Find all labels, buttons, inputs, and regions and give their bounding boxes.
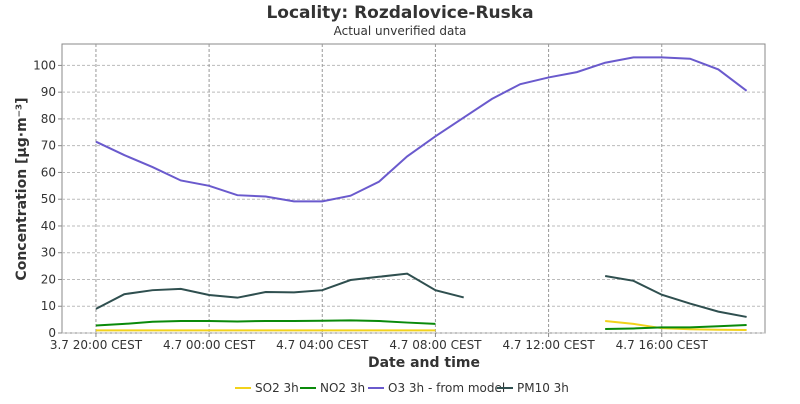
y-tick-label: 50: [41, 192, 56, 206]
y-tick-label: 70: [41, 139, 56, 153]
y-tick-label: 80: [41, 112, 56, 126]
y-tick-label: 20: [41, 272, 56, 286]
x-tick-label: 4.7 00:00 CEST: [163, 338, 256, 352]
line-series: [95, 319, 747, 330]
x-tick-label: 3.7 20:00 CEST: [50, 338, 143, 352]
x-tick-label: 4.7 04:00 CEST: [276, 338, 369, 352]
legend-label: SO2 3h: [255, 381, 299, 395]
y-tick-label: 100: [33, 58, 56, 72]
x-tick-label: 4.7 08:00 CEST: [389, 338, 482, 352]
legend-label: NO2 3h: [320, 381, 365, 395]
legend-label: PM10 3h: [517, 381, 569, 395]
x-tick-label: 4.7 16:00 CEST: [616, 338, 709, 352]
line-series: [95, 272, 747, 318]
line-series: [95, 56, 748, 203]
chart-title: Locality: Rozdalovice-Ruska: [266, 3, 533, 23]
x-axis-label: Date and time: [368, 355, 480, 371]
y-tick-label: 10: [41, 299, 56, 313]
x-tick-label: 4.7 12:00 CEST: [502, 338, 595, 352]
y-tick-label: 0: [48, 326, 56, 340]
y-axis-label: Concentration [µg·m⁻³]: [14, 97, 30, 280]
legend-label: O3 3h - from model: [388, 381, 505, 395]
y-tick-label: 60: [41, 165, 56, 179]
y-tick-label: 40: [41, 219, 56, 233]
y-tick-label: 30: [41, 246, 56, 260]
chart-subtitle: Actual unverified data: [334, 24, 467, 38]
line-series: [95, 319, 747, 332]
y-tick-label: 90: [41, 85, 56, 99]
